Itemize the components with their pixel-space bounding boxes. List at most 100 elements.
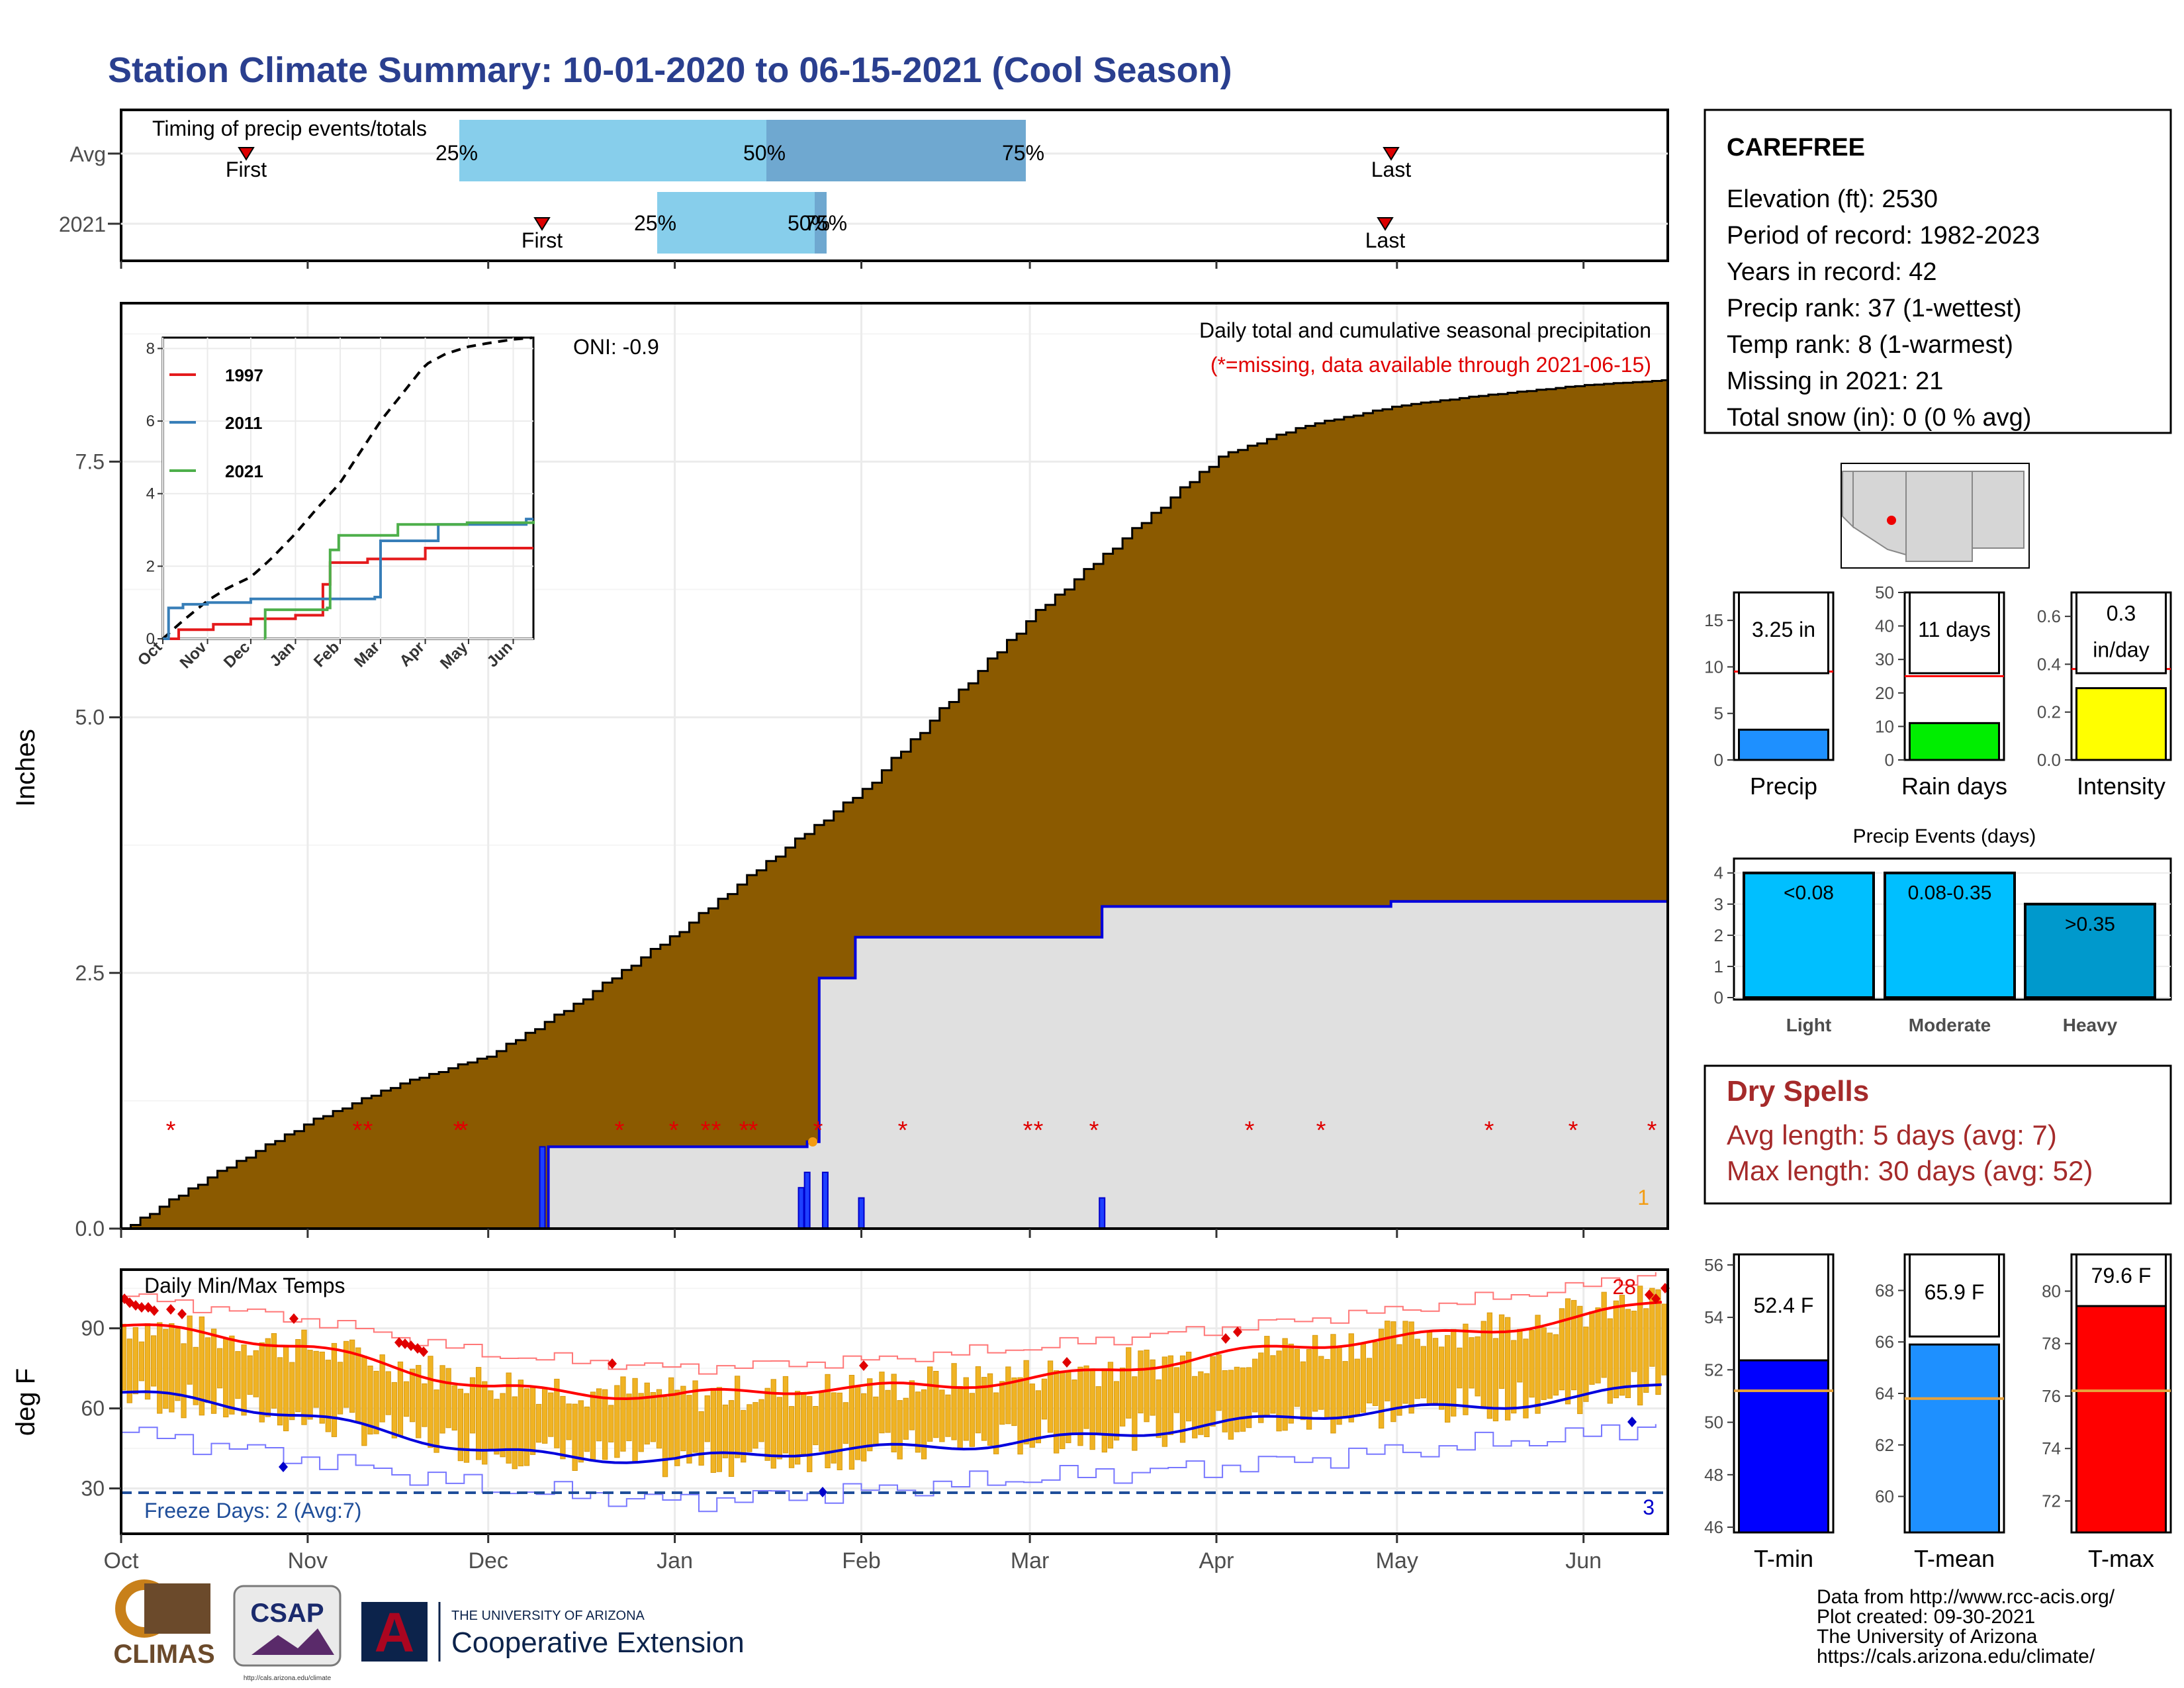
daily-temp-bar <box>807 1396 813 1472</box>
daily-temp-bar <box>1095 1386 1101 1435</box>
summary-tick-label: 40 <box>1875 616 1894 636</box>
daily-temp-bar <box>1330 1334 1336 1434</box>
daily-temp-bar <box>572 1403 578 1472</box>
daily-temp-bar <box>608 1405 614 1442</box>
daily-temp-bar <box>1011 1377 1017 1427</box>
summary-bar-label: T-min <box>1754 1545 1813 1572</box>
daily-temp-bar <box>193 1346 199 1405</box>
summary-bar <box>1909 1343 2000 1534</box>
daily-temp-bar <box>205 1337 211 1403</box>
daily-temp-bar <box>235 1351 241 1399</box>
avg-last-label: Last <box>1371 158 1412 181</box>
summary-tick-label: 0.2 <box>2037 702 2061 722</box>
station-line-2: Years in record: 42 <box>1727 258 1937 286</box>
daily-temp-bar <box>289 1362 295 1421</box>
summary-bar-label: Intensity <box>2077 773 2165 800</box>
daily-temp-bar <box>758 1399 764 1442</box>
inset-ytick-label: 0 <box>146 630 155 648</box>
daily-temp-bar <box>439 1365 445 1434</box>
avg-p50-label: 50% <box>743 141 786 165</box>
daily-temp-bar <box>494 1399 500 1455</box>
daily-temp-bar <box>1408 1321 1414 1414</box>
daily-temp-bar <box>668 1377 674 1460</box>
precip-ytick-label: 2.5 <box>75 961 105 985</box>
y2021-p50-label: 50% <box>788 211 830 235</box>
events-ytick-label: 1 <box>1714 957 1723 976</box>
daily-temp-bar <box>1035 1390 1041 1444</box>
credits: Data from http://www.rcc-acis.org/ Plot … <box>1817 1586 2115 1667</box>
summary-tick-label: 62 <box>1875 1435 1894 1455</box>
daily-temp-bar <box>614 1385 620 1458</box>
station-line-1: Period of record: 1982-2023 <box>1727 222 2040 250</box>
daily-temp-bar <box>662 1397 668 1477</box>
daily-temp-bar <box>1342 1361 1348 1419</box>
daily-temp-bar <box>1595 1307 1601 1383</box>
temp-panel: Daily Min/Max Temps Freeze Days: 2 (Avg:… <box>11 1268 1670 1573</box>
summary-value-label: 52.4 F <box>1754 1293 1814 1317</box>
summary-value-label: 0.3 <box>2107 602 2136 626</box>
daily-temp-bar <box>951 1363 957 1440</box>
daily-temp-bar <box>1083 1365 1089 1429</box>
summary-bar <box>2075 1300 2167 1534</box>
daily-temp-bar <box>644 1382 650 1445</box>
climas-logo: CLIMAS <box>113 1579 215 1669</box>
dry-title: Dry Spells <box>1727 1075 1869 1107</box>
daily-temp-bar <box>403 1381 410 1417</box>
daily-temp-bar <box>1167 1355 1173 1435</box>
daily-temp-bar <box>1451 1329 1457 1417</box>
missing-star: * <box>1569 1117 1578 1145</box>
dry-max: Max length: 30 days (avg: 52) <box>1727 1155 2093 1186</box>
summary-bar-label: Precip <box>1750 773 1817 800</box>
precip-ytick-label: 5.0 <box>75 706 105 729</box>
daily-temp-bar <box>1372 1342 1379 1406</box>
daily-temp-bar <box>247 1355 253 1395</box>
daily-temp-bar <box>1360 1342 1366 1413</box>
daily-temp-bar <box>867 1378 873 1452</box>
inset-ytick-label: 4 <box>146 485 155 503</box>
record-max-marker <box>289 1313 298 1324</box>
summary-value-label: 79.6 F <box>2091 1264 2152 1288</box>
summary-tick-label: 48 <box>1704 1465 1723 1485</box>
daily-temp-bar <box>529 1385 536 1455</box>
daily-temp-bar <box>1023 1360 1029 1444</box>
daily-temp-bar <box>379 1354 385 1423</box>
daily-temp-bar <box>975 1366 981 1434</box>
daily-temp-bar <box>1463 1323 1469 1415</box>
summary-tick-label: 46 <box>1704 1517 1723 1537</box>
daily-temp-bar <box>1300 1361 1306 1421</box>
daily-temp-bar <box>151 1335 157 1387</box>
inset-ytick-label: 6 <box>146 412 155 430</box>
credit-line-2: The University of Arizona <box>1817 1626 2038 1648</box>
ua-logo-letter: A <box>375 1601 415 1664</box>
daily-temp-bar <box>602 1389 608 1460</box>
timing-x-ticks <box>120 261 1585 269</box>
daily-temp-bar <box>1655 1289 1661 1395</box>
daily-temp-bar <box>831 1392 837 1464</box>
daily-temp-bar <box>1306 1349 1312 1430</box>
inset-ytick-label: 8 <box>146 340 155 357</box>
daily-temp-bar <box>1113 1381 1120 1441</box>
daily-temp-bar <box>175 1328 181 1401</box>
events-bin-label: <0.08 <box>1784 882 1834 904</box>
events-ytick-label: 2 <box>1714 925 1723 945</box>
daily-temp-bar <box>1445 1335 1451 1423</box>
daily-temp-bar <box>1144 1349 1150 1423</box>
daily-temp-bar <box>1541 1327 1547 1400</box>
daily-temp-bar <box>1486 1312 1492 1419</box>
month-label: Jun <box>1565 1548 1602 1573</box>
month-label: May <box>1376 1548 1418 1573</box>
daily-temp-bar <box>523 1388 530 1466</box>
avg-p25-label: 25% <box>435 141 478 165</box>
daily-temp-bar <box>981 1377 987 1441</box>
summary-value-unit: in/day <box>2093 638 2149 662</box>
daily-temp-bar <box>1047 1360 1054 1433</box>
oni-label: ONI: -0.9 <box>573 335 659 359</box>
daily-temp-bar <box>157 1322 163 1414</box>
avg-50-75-bar <box>766 120 1026 181</box>
daily-temp-bar <box>873 1396 879 1446</box>
summary-tick-label: 0 <box>1714 750 1723 770</box>
daily-temp-bar <box>1246 1367 1252 1429</box>
daily-temp-bar <box>428 1356 433 1448</box>
timing-row-2021: 2021 <box>59 212 106 236</box>
daily-temp-bar <box>686 1395 692 1464</box>
